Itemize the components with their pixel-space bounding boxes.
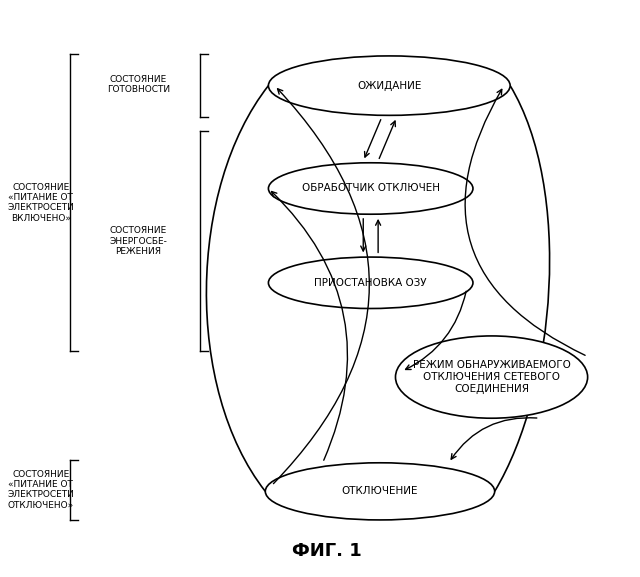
Text: ОЖИДАНИЕ: ОЖИДАНИЕ: [357, 81, 422, 91]
Text: СОСТОЯНИЕ
«ПИТАНИЕ ОТ
ЭЛЕКТРОСЕТИ
ВКЛЮЧЕНО»: СОСТОЯНИЕ «ПИТАНИЕ ОТ ЭЛЕКТРОСЕТИ ВКЛЮЧЕ…: [8, 183, 74, 223]
Text: ОБРАБОТЧИК ОТКЛЮЧЕН: ОБРАБОТЧИК ОТКЛЮЧЕН: [301, 183, 440, 193]
Ellipse shape: [396, 336, 588, 418]
Text: ПРИОСТАНОВКА ОЗУ: ПРИОСТАНОВКА ОЗУ: [314, 278, 427, 288]
Ellipse shape: [266, 463, 495, 520]
Ellipse shape: [268, 257, 473, 309]
Ellipse shape: [268, 163, 473, 214]
Text: СОСТОЯНИЕ
ЭНЕРГОСБЕ-
РЕЖЕНИЯ: СОСТОЯНИЕ ЭНЕРГОСБЕ- РЕЖЕНИЯ: [109, 226, 167, 256]
Text: СОСТОЯНИЕ
«ПИТАНИЕ ОТ
ЭЛЕКТРОСЕТИ
ОТКЛЮЧЕНО»: СОСТОЯНИЕ «ПИТАНИЕ ОТ ЭЛЕКТРОСЕТИ ОТКЛЮЧ…: [8, 470, 74, 509]
Text: СОСТОЯНИЕ
ГОТОВНОСТИ: СОСТОЯНИЕ ГОТОВНОСТИ: [107, 75, 170, 94]
Text: РЕЖИМ ОБНАРУЖИВАЕМОГО
ОТКЛЮЧЕНИЯ СЕТЕВОГО
СОЕДИНЕНИЯ: РЕЖИМ ОБНАРУЖИВАЕМОГО ОТКЛЮЧЕНИЯ СЕТЕВОГ…: [413, 361, 570, 394]
Ellipse shape: [268, 56, 510, 115]
Text: ОТКЛЮЧЕНИЕ: ОТКЛЮЧЕНИЕ: [342, 486, 418, 496]
Text: ФИГ. 1: ФИГ. 1: [292, 542, 362, 560]
